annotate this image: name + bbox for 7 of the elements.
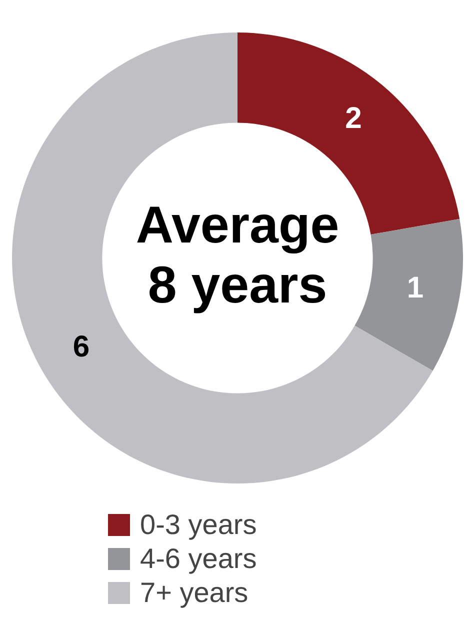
data-label: 1 [406, 272, 424, 305]
data-label: 6 [72, 330, 90, 364]
data-label: 2 [345, 102, 362, 136]
legend-label: 7+ years [140, 577, 248, 609]
text: Average 8 years [136, 196, 340, 314]
legend-label: 4-6 years [140, 543, 257, 575]
legend-label: 0-3 years [140, 509, 257, 541]
